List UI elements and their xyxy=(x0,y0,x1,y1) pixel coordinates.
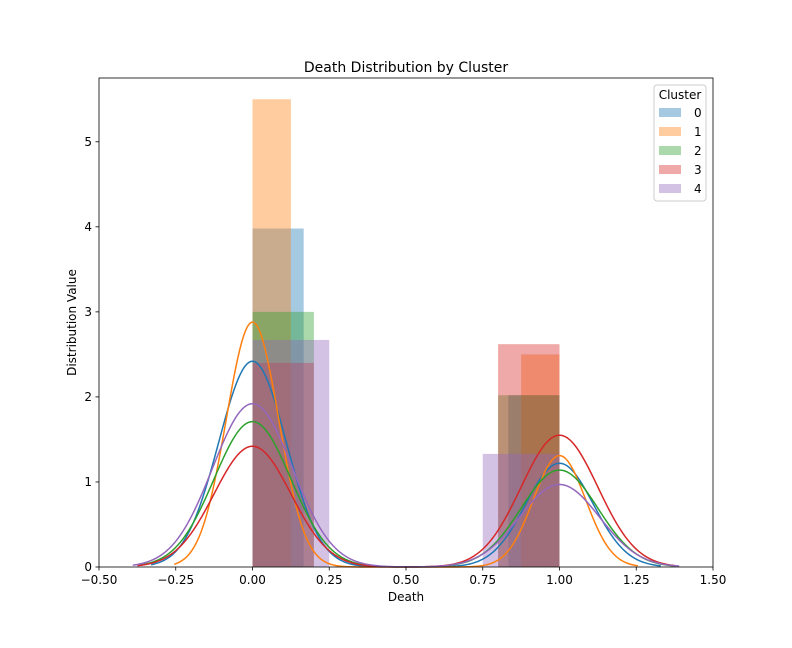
legend-label-cluster-3: 3 xyxy=(694,163,702,177)
histogram-bar-cluster-0-0 xyxy=(252,228,304,567)
x-tick-label: 0.00 xyxy=(239,573,266,587)
legend-label-cluster-0: 0 xyxy=(694,106,702,120)
y-axis-label: Distribution Value xyxy=(65,269,79,376)
legend-swatch-cluster-2 xyxy=(659,146,681,155)
x-tick-label: 1.00 xyxy=(546,573,573,587)
x-tick-label: 0.75 xyxy=(469,573,496,587)
y-tick-label: 3 xyxy=(84,305,92,319)
y-tick-label: 5 xyxy=(84,135,92,149)
legend: Cluster 0 1 2 3 4 xyxy=(653,84,707,202)
legend-label-cluster-4: 4 xyxy=(694,182,702,196)
kde-line-cluster-1 xyxy=(173,321,638,568)
y-axis-ticks: 0 1 2 3 4 5 xyxy=(84,135,99,574)
histogram-bar-cluster-2-0 xyxy=(252,311,314,567)
x-tick-label: 0.25 xyxy=(316,573,343,587)
histogram-bar-cluster-1-1 xyxy=(521,354,560,567)
y-tick-label: 2 xyxy=(84,390,92,404)
legend-swatch-cluster-4 xyxy=(659,184,681,193)
kde-line-cluster-0 xyxy=(151,360,661,568)
legend-title: Cluster xyxy=(659,88,702,102)
x-tick-label: −0.50 xyxy=(81,573,118,587)
x-tick-label: 0.50 xyxy=(393,573,420,587)
legend-swatch-cluster-0 xyxy=(659,108,681,117)
histogram-bar-cluster-4-1 xyxy=(482,453,560,567)
legend-label-cluster-1: 1 xyxy=(694,125,702,139)
legend-box xyxy=(653,84,707,202)
x-tick-label: 1.50 xyxy=(700,573,727,587)
y-tick-label: 4 xyxy=(84,220,92,234)
legend-swatch-cluster-1 xyxy=(659,127,681,136)
histogram-bar-cluster-2-1 xyxy=(498,395,560,567)
histogram-bar-cluster-1-0 xyxy=(252,99,291,568)
x-tick-label: −0.25 xyxy=(157,573,194,587)
legend-swatch-cluster-3 xyxy=(659,165,681,174)
y-tick-label: 0 xyxy=(84,560,92,574)
legend-label-cluster-2: 2 xyxy=(694,144,702,158)
x-tick-label: 1.25 xyxy=(623,573,650,587)
x-axis-label: Death xyxy=(388,590,424,604)
x-axis-ticks: −0.50 −0.25 0.00 0.25 0.50 0.75 1.00 1.25 1.50 xyxy=(81,567,727,587)
y-tick-label: 1 xyxy=(84,475,92,489)
kde-layer xyxy=(132,321,680,568)
chart-title: Death Distribution by Cluster xyxy=(304,60,508,76)
plot-frame xyxy=(98,77,714,568)
